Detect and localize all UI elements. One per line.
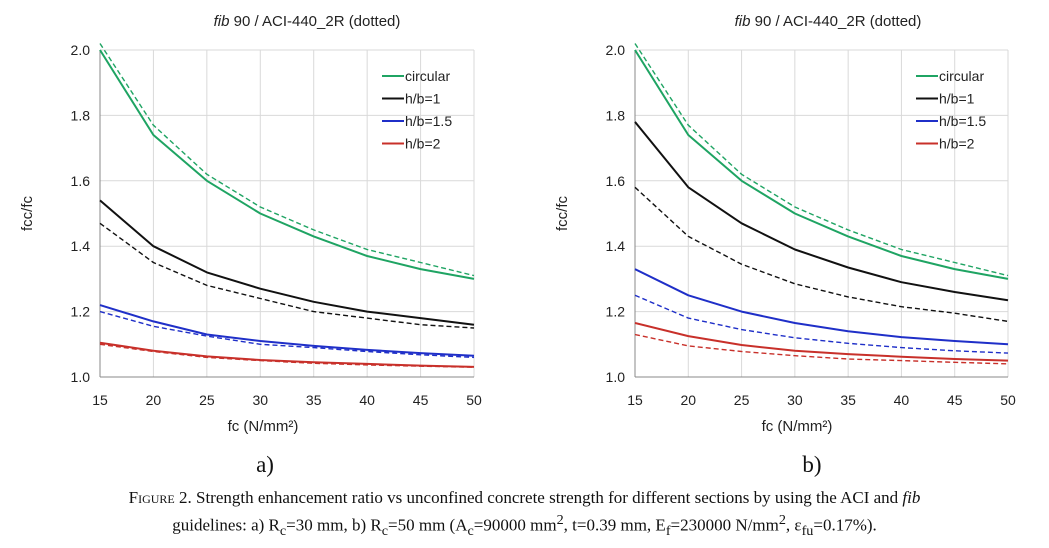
chart-title: fib 90 / ACI-440_2R (dotted): [214, 13, 401, 30]
legend-label: h/b=2: [939, 136, 975, 152]
x-tick-label: 30: [252, 392, 268, 408]
chart-title-italic: fib: [214, 13, 230, 30]
y-tick-label: 1.6: [606, 173, 626, 189]
caption-text: Strength enhancement ratio vs unconfined…: [191, 488, 903, 507]
y-tick-label: 2.0: [71, 42, 91, 58]
x-tick-label: 20: [680, 392, 696, 408]
y-tick-label: 1.8: [606, 107, 626, 123]
legend-label: circular: [939, 68, 984, 84]
y-axis-label: fcc/fc: [554, 196, 571, 232]
x-axis-label: fc (N/mm²): [762, 418, 833, 435]
series-aci-dashed: [99, 310, 475, 359]
chart-a: fib 90 / ACI-440_2R (dotted) 15 20 25 30 35 40…: [19, 13, 482, 477]
y-tick-label: 1.0: [606, 369, 626, 385]
y-axis-label: fcc/fc: [19, 196, 36, 232]
x-tick-label: 20: [146, 392, 162, 408]
x-tick-label: 35: [306, 392, 322, 408]
legend: circular h/b=1 h/b=1.5 h/b=2: [916, 68, 986, 152]
x-tick-label: 25: [734, 392, 750, 408]
x-axis-label: fc (N/mm²): [228, 418, 299, 435]
x-tick-label: 50: [1000, 392, 1016, 408]
series-aci-dashed: [634, 294, 1009, 354]
series-circular: [634, 49, 1009, 280]
chart-b: fib 90 / ACI-440_2R (dotted) 15 20 25 30 35 40…: [554, 13, 1016, 477]
series-h-b-1-5: [99, 304, 475, 357]
caption-italic: fib: [902, 488, 921, 507]
series-aci-dashed: [99, 43, 475, 277]
y-tick-label: 1.2: [606, 304, 626, 320]
y-tick-label: 1.8: [71, 107, 91, 123]
x-tick-label: 30: [787, 392, 803, 408]
grid: [99, 49, 475, 378]
x-tick-label: 15: [627, 392, 643, 408]
y-tick-label: 1.2: [71, 304, 91, 320]
series-h-b-2: [634, 322, 1009, 362]
series-aci-dashed: [99, 222, 475, 329]
x-tick-label: 45: [413, 392, 429, 408]
figure-caption: Figure 2. Strength enhancement ratio vs …: [0, 486, 1049, 543]
legend: circular h/b=1 h/b=1.5 h/b=2: [382, 68, 452, 152]
caption-line-1: Figure 2. Strength enhancement ratio vs …: [0, 486, 1049, 509]
chart-title-text: 90 / ACI-440_2R (dotted): [229, 13, 400, 30]
x-tick-label: 40: [894, 392, 910, 408]
x-tick-label: 50: [466, 392, 482, 408]
series-circular: [99, 49, 475, 280]
caption-figure-number: Figure 2.: [128, 488, 192, 507]
y-tick-label: 2.0: [606, 42, 626, 58]
series-aci-dashed: [634, 43, 1009, 277]
y-tick-label: 1.4: [606, 238, 626, 254]
series-aci-dashed: [634, 186, 1009, 323]
y-tick-label: 1.6: [71, 173, 91, 189]
legend-label: h/b=1.5: [939, 113, 986, 129]
panel-label: a): [256, 452, 274, 477]
caption-line-2: guidelines: a) Rc=30 mm, b) Rc=50 mm (Ac…: [172, 512, 877, 540]
series-h-b-1: [634, 121, 1009, 302]
series-aci-dashed: [99, 343, 475, 368]
series-h-b-2: [99, 341, 475, 368]
legend-label: h/b=2: [405, 136, 441, 152]
panel-label: b): [802, 452, 821, 477]
x-tick-label: 45: [947, 392, 963, 408]
x-tick-label: 40: [359, 392, 375, 408]
legend-label: h/b=1.5: [405, 113, 452, 129]
x-tick-label: 25: [199, 392, 215, 408]
x-tick-label: 15: [92, 392, 108, 408]
y-tick-label: 1.0: [71, 369, 91, 385]
y-tick-label: 1.4: [71, 238, 91, 254]
series-h-b-1-5: [634, 268, 1009, 346]
series-h-b-1: [99, 199, 475, 326]
legend-label: circular: [405, 68, 450, 84]
chart-title: fib 90 / ACI-440_2R (dotted): [735, 13, 922, 30]
series-aci-dashed: [634, 333, 1009, 365]
legend-label: h/b=1: [939, 91, 975, 107]
legend-label: h/b=1: [405, 91, 441, 107]
x-tick-label: 35: [840, 392, 856, 408]
chart-title-text: 90 / ACI-440_2R (dotted): [750, 13, 921, 30]
chart-title-italic: fib: [735, 13, 751, 30]
